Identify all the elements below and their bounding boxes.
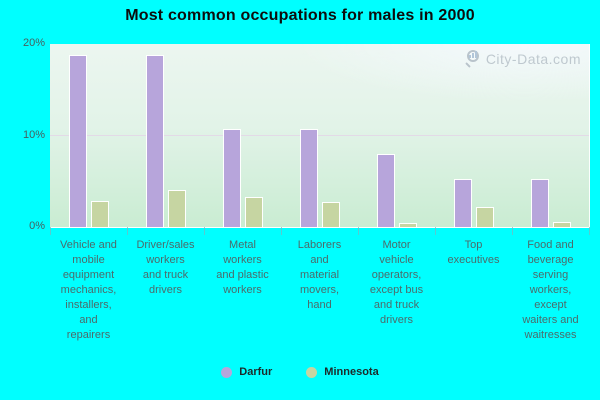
bar-group-6 xyxy=(435,44,512,227)
bar-group-2 xyxy=(127,44,204,227)
legend-item-minnesota: Minnesota xyxy=(306,366,379,378)
x-axis-label-3: Metal workers and plastic workers xyxy=(216,239,269,296)
x-axis-tick xyxy=(589,227,590,235)
bar-minnesota-6 xyxy=(475,207,494,227)
watermark: City-Data.com xyxy=(464,50,581,68)
x-axis-label-2: Driver/sales workers and truck drivers xyxy=(136,239,195,296)
bar-group-1 xyxy=(50,44,127,227)
bar-minnesota-4 xyxy=(321,202,340,227)
bar-minnesota-3 xyxy=(244,197,263,227)
bar-group-7 xyxy=(512,44,589,227)
x-axis-label-6: Top executives xyxy=(447,239,500,266)
bar-minnesota-7 xyxy=(552,222,571,227)
bar-minnesota-2 xyxy=(167,190,186,227)
gridline-10% xyxy=(50,134,589,136)
plot-area: City-Data.com xyxy=(50,44,590,228)
bar-darfur-4 xyxy=(299,129,318,227)
x-axis-label-1: Vehicle and mobile equipment mechanics, … xyxy=(60,239,117,341)
bar-group-5 xyxy=(358,44,435,227)
bar-darfur-6 xyxy=(453,179,472,227)
bar-darfur-3 xyxy=(222,129,241,227)
bar-darfur-7 xyxy=(530,179,549,227)
bar-group-4 xyxy=(281,44,358,227)
bar-group-3 xyxy=(204,44,281,227)
x-axis-tick xyxy=(50,227,51,235)
bar-darfur-2 xyxy=(145,55,164,227)
legend: Darfur Minnesota xyxy=(0,366,600,378)
x-axis-tick xyxy=(435,227,436,235)
x-axis-tick xyxy=(127,227,128,235)
watermark-text: City-Data.com xyxy=(485,50,581,67)
y-axis-label-0%: 0% xyxy=(29,220,45,232)
bar-darfur-5 xyxy=(376,154,395,227)
x-axis-label-7: Food and beverage serving workers, excep… xyxy=(522,239,579,341)
legend-item-darfur: Darfur xyxy=(221,366,272,378)
legend-dot-darfur xyxy=(221,366,233,378)
x-axis-tick xyxy=(281,227,282,235)
chart-title: Most common occupations for males in 200… xyxy=(125,7,475,24)
x-axis-tick xyxy=(358,227,359,235)
x-axis-tick xyxy=(204,227,205,235)
legend-label-minnesota: Minnesota xyxy=(324,366,379,378)
y-axis-label-20%: 20% xyxy=(22,37,45,49)
bar-minnesota-5 xyxy=(398,223,417,227)
legend-dot-minnesota xyxy=(306,366,318,378)
legend-label-darfur: Darfur xyxy=(239,366,273,378)
magnifier-bar-chart-icon xyxy=(464,50,482,68)
x-axis-label-5: Motor vehicle operators, except bus and … xyxy=(369,239,424,326)
x-axis-label-4: Laborers and material movers, hand xyxy=(297,239,342,311)
x-axis-tick xyxy=(512,227,513,235)
bar-minnesota-1 xyxy=(90,201,109,227)
y-axis-label-10%: 10% xyxy=(22,128,45,141)
bar-darfur-1 xyxy=(68,55,87,227)
